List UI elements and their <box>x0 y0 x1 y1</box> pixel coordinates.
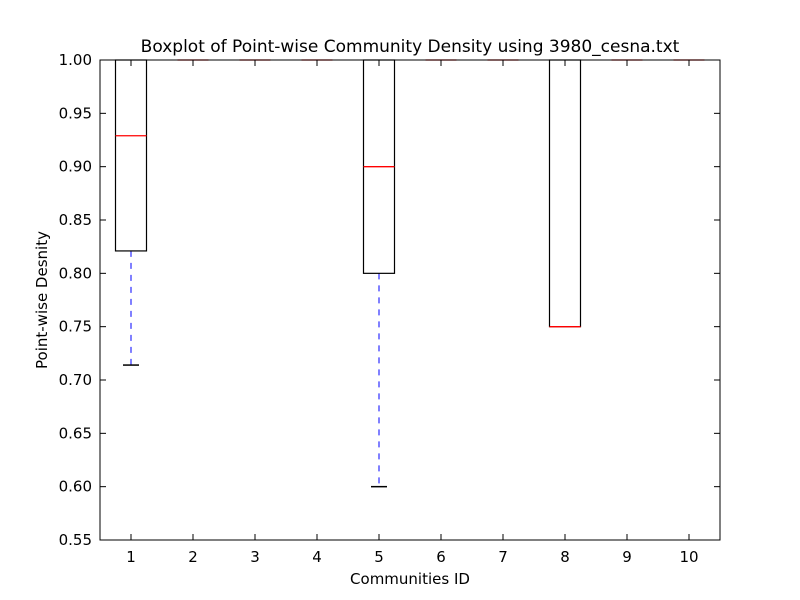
chart-title: Boxplot of Point-wise Community Density … <box>141 37 680 57</box>
y-axis-label: Point-wise Desnity <box>33 231 51 369</box>
plot-marks <box>114 59 705 488</box>
x-tick-label: 9 <box>622 548 632 566</box>
x-tick-label: 5 <box>374 548 384 566</box>
x-tick-label: 7 <box>498 548 508 566</box>
x-tick-label: 4 <box>312 548 322 566</box>
y-tick-label: 0.85 <box>59 211 92 229</box>
box-8-body <box>548 59 582 328</box>
y-tick-label: 0.60 <box>59 478 92 496</box>
x-tick-label: 8 <box>560 548 570 566</box>
y-tick-label: 0.80 <box>59 264 92 282</box>
x-axis-label: Communities ID <box>350 570 470 588</box>
y-tick-label: 0.90 <box>59 158 92 176</box>
x-tick-label: 1 <box>126 548 136 566</box>
y-tick-label: 1.00 <box>59 51 92 69</box>
y-tick-label: 0.70 <box>59 371 92 389</box>
box-1-body <box>114 59 148 252</box>
y-tick-label: 0.75 <box>59 318 92 336</box>
y-tick-label: 0.95 <box>59 104 92 122</box>
plot-frame <box>99 59 721 541</box>
x-tick-label: 10 <box>679 548 698 566</box>
y-tick-label: 0.55 <box>59 531 92 549</box>
y-tick-label: 0.65 <box>59 424 92 442</box>
x-tick-label: 2 <box>188 548 198 566</box>
x-axis: 1 2 3 4 5 6 7 8 9 10 <box>126 60 699 566</box>
x-tick-label: 6 <box>436 548 446 566</box>
y-axis: 0.55 0.60 0.65 0.70 0.75 0.80 0.85 0.90 0.95 1.00 <box>59 51 720 549</box>
x-tick-label: 3 <box>250 548 260 566</box>
